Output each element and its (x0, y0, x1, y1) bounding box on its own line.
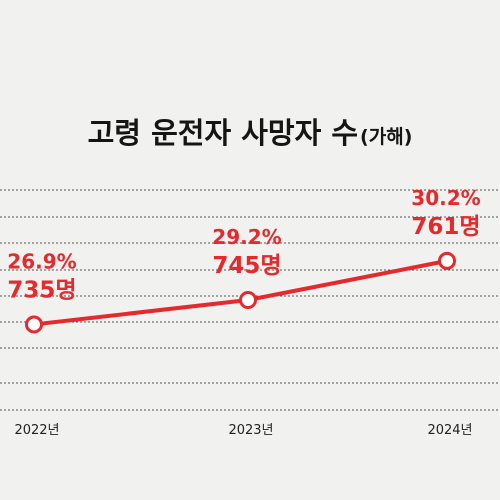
value-label: 761명 (411, 214, 480, 240)
value-label: 735명 (7, 277, 76, 303)
series-line-group (25, 251, 456, 334)
data-point (438, 251, 456, 270)
x-axis-ticks: 2022년 2023년 2024년 (14, 423, 472, 438)
chart-title: 고령 운전자 사망자 수 (가해) (88, 116, 413, 150)
chart-title-sub: (가해) (360, 126, 412, 148)
chart-title-main: 고령 운전자 사망자 수 (88, 116, 358, 150)
percent-label: 30.2% (411, 186, 480, 210)
data-point (239, 291, 257, 309)
x-tick-label: 2022년 (14, 423, 59, 438)
data-point (25, 315, 43, 334)
x-tick-label: 2024년 (427, 423, 472, 438)
percent-label: 26.9% (7, 249, 76, 273)
gridlines (0, 189, 500, 411)
value-label: 745명 (212, 253, 281, 279)
x-tick-label: 2023년 (228, 423, 273, 438)
percent-label: 29.2% (212, 225, 281, 249)
data-labels: 26.9% 735명 29.2% 745명 30.2% 761명 (7, 186, 480, 304)
